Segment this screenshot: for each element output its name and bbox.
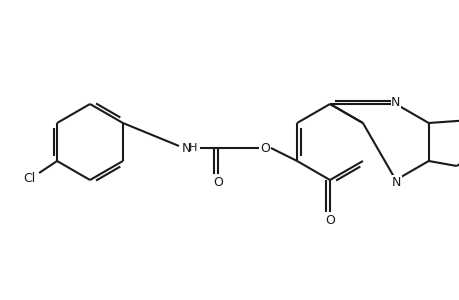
Text: N: N xyxy=(390,95,400,109)
Text: H: H xyxy=(188,143,197,153)
Text: O: O xyxy=(325,214,334,226)
Text: O: O xyxy=(213,176,223,188)
Text: N: N xyxy=(391,176,401,188)
Text: Cl: Cl xyxy=(23,172,35,185)
Text: N: N xyxy=(181,142,190,154)
Text: O: O xyxy=(259,142,269,154)
